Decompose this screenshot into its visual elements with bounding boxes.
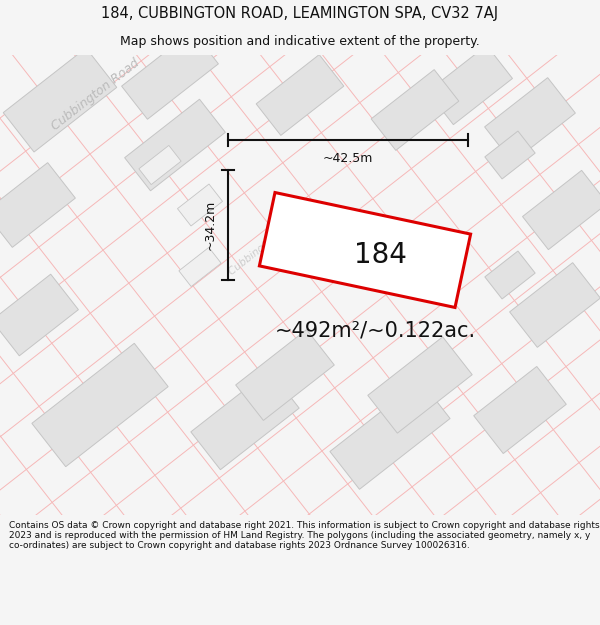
Polygon shape <box>474 366 566 454</box>
Polygon shape <box>32 343 168 467</box>
Text: Contains OS data © Crown copyright and database right 2021. This information is : Contains OS data © Crown copyright and d… <box>9 521 599 550</box>
Polygon shape <box>330 381 450 489</box>
Polygon shape <box>371 69 459 151</box>
Polygon shape <box>0 162 76 248</box>
Text: 184, CUBBINGTON ROAD, LEAMINGTON SPA, CV32 7AJ: 184, CUBBINGTON ROAD, LEAMINGTON SPA, CV… <box>101 6 499 21</box>
Polygon shape <box>485 131 535 179</box>
Text: Map shows position and indicative extent of the property.: Map shows position and indicative extent… <box>120 35 480 48</box>
Polygon shape <box>191 370 299 470</box>
Polygon shape <box>259 192 470 308</box>
Text: ~34.2m: ~34.2m <box>203 200 217 250</box>
Polygon shape <box>125 99 226 191</box>
Text: ~42.5m: ~42.5m <box>323 151 373 164</box>
Text: ~492m²/~0.122ac.: ~492m²/~0.122ac. <box>274 320 476 340</box>
Polygon shape <box>3 48 117 152</box>
Polygon shape <box>178 184 223 226</box>
Polygon shape <box>139 146 181 184</box>
Polygon shape <box>523 171 600 249</box>
Polygon shape <box>256 54 344 136</box>
Polygon shape <box>509 262 600 348</box>
Text: Cubbington Road: Cubbington Road <box>226 213 304 277</box>
Text: Cubbington Road: Cubbington Road <box>49 57 142 133</box>
Polygon shape <box>485 251 535 299</box>
Polygon shape <box>0 274 79 356</box>
Polygon shape <box>122 31 218 119</box>
Polygon shape <box>485 78 575 162</box>
Polygon shape <box>428 46 512 124</box>
Polygon shape <box>179 248 221 287</box>
Text: 184: 184 <box>353 241 406 269</box>
Polygon shape <box>236 329 334 421</box>
Polygon shape <box>368 337 472 433</box>
